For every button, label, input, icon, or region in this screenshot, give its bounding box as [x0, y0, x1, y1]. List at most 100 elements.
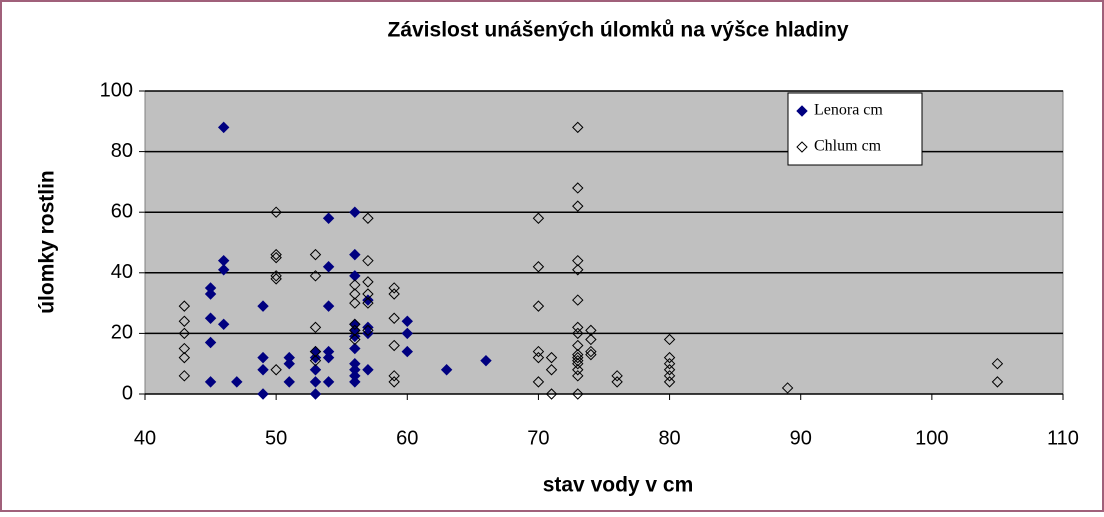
point — [270, 248, 282, 261]
point — [532, 300, 545, 312]
point — [663, 357, 676, 370]
point — [204, 336, 217, 349]
point — [322, 351, 335, 364]
point — [309, 364, 322, 376]
point — [663, 351, 676, 364]
point — [178, 342, 191, 355]
point — [349, 279, 361, 291]
point — [178, 300, 191, 312]
point — [585, 333, 597, 346]
y-tick-label: 40 — [111, 261, 133, 283]
point — [572, 264, 584, 276]
point — [349, 376, 361, 388]
legend-marker — [796, 105, 808, 117]
point — [362, 276, 374, 288]
point — [217, 318, 230, 331]
point — [585, 324, 597, 337]
point — [309, 345, 322, 358]
point — [270, 206, 282, 218]
point — [322, 376, 335, 388]
point — [388, 282, 400, 294]
point — [532, 351, 545, 364]
point — [362, 297, 374, 309]
point — [401, 315, 413, 327]
point — [572, 121, 584, 134]
y-tick-label: 0 — [122, 382, 133, 404]
point — [349, 206, 361, 218]
legend-label: Lenora cm — [814, 102, 883, 119]
point — [440, 364, 453, 376]
x-tick-label: 40 — [134, 427, 156, 449]
point — [204, 376, 217, 388]
point — [204, 312, 217, 324]
point — [532, 261, 545, 273]
point — [309, 351, 322, 364]
y-tick-label: 20 — [111, 322, 133, 344]
point — [309, 321, 322, 334]
point — [401, 327, 413, 340]
point — [257, 364, 269, 376]
point — [572, 370, 584, 382]
point — [572, 388, 584, 400]
point — [663, 364, 676, 376]
point — [231, 376, 243, 388]
point — [349, 330, 361, 343]
x-tick-label: 70 — [527, 427, 549, 449]
point — [572, 354, 584, 367]
point — [781, 382, 794, 394]
point — [663, 370, 676, 382]
point — [991, 376, 1004, 388]
x-axis-label: stav vody v cm — [543, 474, 694, 497]
point — [362, 254, 374, 267]
point — [532, 212, 545, 224]
point — [362, 294, 374, 306]
x-tick-label: 100 — [915, 427, 948, 449]
point — [545, 351, 558, 364]
point — [309, 354, 322, 367]
point — [349, 342, 361, 355]
point — [178, 370, 191, 382]
point — [257, 300, 269, 312]
point — [663, 376, 676, 388]
point — [309, 388, 322, 400]
point — [217, 264, 230, 276]
x-tick-label: 60 — [396, 427, 418, 449]
point — [362, 288, 374, 300]
legend-label: Chlum cm — [814, 138, 882, 155]
point — [322, 212, 335, 224]
point — [585, 345, 597, 358]
point — [611, 370, 623, 382]
point — [270, 251, 282, 264]
legend-box — [787, 92, 923, 166]
point — [545, 388, 558, 400]
point — [217, 121, 230, 134]
point — [388, 288, 400, 300]
point — [178, 327, 191, 340]
x-tick-label: 80 — [658, 427, 680, 449]
point — [532, 376, 545, 388]
point — [349, 248, 361, 261]
point — [309, 270, 322, 282]
point — [257, 351, 269, 364]
x-tick-label: 90 — [790, 427, 812, 449]
point — [178, 351, 191, 364]
point — [388, 339, 400, 352]
point — [663, 333, 676, 346]
point — [388, 376, 400, 388]
point — [322, 261, 335, 273]
point — [257, 388, 269, 400]
point — [283, 376, 295, 388]
point — [401, 345, 413, 358]
point — [572, 348, 584, 361]
chart-title: Závislost unášených úlomků na výšce hlad… — [388, 19, 849, 42]
legend-marker — [796, 141, 808, 153]
x-tick-label: 50 — [265, 427, 287, 449]
point — [611, 376, 623, 388]
point — [178, 315, 191, 327]
point — [532, 345, 545, 358]
point — [545, 364, 558, 376]
point — [270, 273, 282, 285]
point — [349, 324, 361, 337]
point — [349, 318, 361, 331]
